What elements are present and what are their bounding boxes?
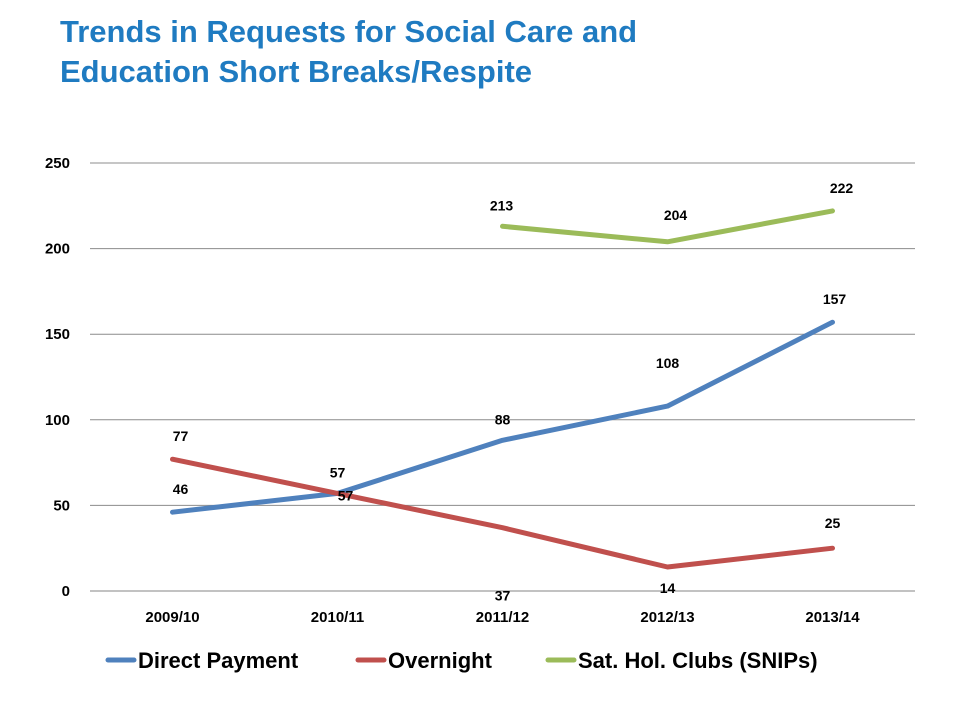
x-axis-ticks: 2009/10 2010/11 2011/12 2012/13 2013/14 (145, 609, 860, 626)
data-label: 222 (830, 180, 854, 196)
legend: Direct Payment Overnight Sat. Hol. Clubs (… (105, 648, 818, 673)
page-title: Trends in Requests for Social Care and E… (60, 12, 920, 92)
data-label: 14 (660, 580, 676, 596)
series-line-1 (170, 456, 835, 570)
data-label: 25 (825, 515, 841, 531)
y-tick-label: 100 (45, 412, 70, 429)
data-label: 108 (656, 355, 680, 371)
y-tick-label: 200 (45, 241, 70, 258)
x-tick-label: 2010/11 (311, 609, 364, 626)
title-line-1: Trends in Requests for Social Care and (60, 14, 638, 49)
data-label: 204 (664, 207, 688, 223)
data-label: 37 (495, 588, 511, 604)
data-label: 88 (495, 411, 511, 427)
gridlines (90, 162, 915, 592)
y-tick-label: 50 (53, 497, 70, 514)
data-label: 57 (338, 487, 354, 503)
x-tick-label: 2009/10 (145, 609, 199, 626)
legend-label: Sat. Hol. Clubs (SNIPs) (578, 648, 818, 673)
legend-label: Overnight (388, 648, 493, 673)
x-tick-label: 2011/12 (476, 609, 529, 626)
x-tick-label: 2013/14 (805, 609, 860, 626)
y-tick-label: 150 (45, 326, 70, 343)
legend-label: Direct Payment (138, 648, 299, 673)
data-label: 77 (173, 428, 189, 444)
title-line-2: Education Short Breaks/Respite (60, 54, 533, 89)
data-label: 46 (173, 481, 189, 497)
data-labels: 46 57 88 108 157 77 57 37 14 25 213 204 222 (173, 180, 854, 604)
series-line-0 (170, 319, 835, 515)
series-lines (170, 208, 835, 570)
y-tick-label: 250 (45, 155, 70, 172)
y-axis-ticks: 0 50 100 150 200 250 (45, 155, 70, 600)
x-tick-label: 2012/13 (640, 609, 694, 626)
y-tick-label: 0 (62, 583, 70, 600)
series-line-2 (500, 208, 835, 245)
data-label: 57 (330, 464, 346, 480)
data-label: 157 (823, 291, 847, 307)
data-label: 213 (490, 197, 514, 213)
